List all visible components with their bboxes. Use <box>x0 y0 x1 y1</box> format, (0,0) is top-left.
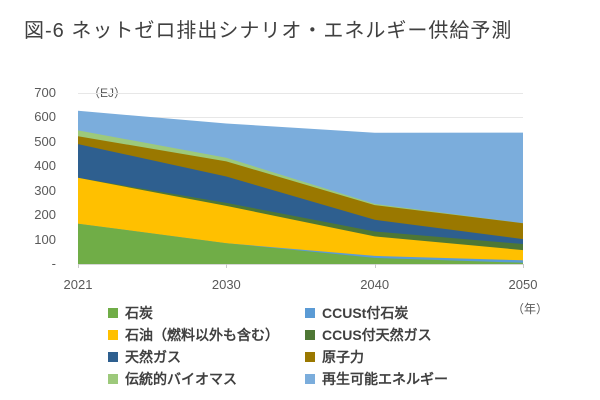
x-axis-tick-label: 2040 <box>360 277 390 292</box>
y-axis-tick-label: 600 <box>34 109 56 125</box>
legend-label: 天然ガス <box>125 349 181 365</box>
y-axis-tick-label: 300 <box>34 182 56 198</box>
x-axis-tick <box>374 264 376 268</box>
legend-swatch-icon <box>305 374 315 384</box>
legend-item-natural-gas: 天然ガス <box>108 349 305 365</box>
x-axis-tick-label: 2050 <box>508 277 538 292</box>
legend-swatch-icon <box>305 308 315 318</box>
legend-label: CCUS付天然ガス <box>322 327 432 343</box>
chart-title: 図-6 ネットゼロ排出シナリオ・エネルギー供給予測 <box>24 20 513 42</box>
legend-item-ccus-coal: CCUSt付石炭 <box>305 305 448 321</box>
legend-label: 伝統的バイオマス <box>125 371 237 387</box>
legend-label: 再生可能エネルギー <box>322 371 448 387</box>
legend-swatch-icon <box>108 308 118 318</box>
y-axis-tick-label: - <box>51 256 56 271</box>
legend-label: 石油（燃料以外も含む） <box>125 327 279 343</box>
area-series-coal <box>78 223 523 264</box>
legend-swatch-icon <box>305 352 315 362</box>
x-axis-tick-label: 2021 <box>63 277 93 292</box>
legend-item-renewables: 再生可能エネルギー <box>305 371 448 387</box>
y-axis-tick-label: 400 <box>34 158 56 174</box>
chart-legend: 石炭 CCUSt付石炭石油（燃料以外も含む） CCUS付天然ガス天然ガス 原子力伝統的… <box>108 305 448 387</box>
legend-item-ccus-natural-gas: CCUS付天然ガス <box>305 327 448 343</box>
stacked-area-chart <box>78 110 523 264</box>
legend-label: 原子力 <box>322 349 364 365</box>
legend-swatch-icon <box>305 330 315 340</box>
x-axis-tick <box>78 264 79 268</box>
x-axis-tick-label: 2030 <box>211 277 241 292</box>
legend-swatch-icon <box>108 374 118 384</box>
x-axis-tick <box>226 264 228 268</box>
gridline <box>78 117 523 119</box>
x-axis-unit-label: （年） <box>512 302 549 316</box>
gridline <box>78 93 523 94</box>
y-axis-tick-label: 700 <box>34 85 56 100</box>
legend-item-coal: 石炭 <box>108 305 305 321</box>
legend-item-nuclear: 原子力 <box>305 349 448 365</box>
legend-item-traditional-biomass: 伝統的バイオマス <box>108 371 305 387</box>
legend-swatch-icon <box>108 330 118 340</box>
x-axis-line <box>78 264 524 265</box>
legend-label: 石炭 <box>125 305 153 321</box>
y-axis-tick-label: 500 <box>34 133 56 149</box>
legend-label: CCUSt付石炭 <box>322 305 409 321</box>
legend-swatch-icon <box>108 352 118 362</box>
x-axis-tick <box>523 264 524 268</box>
y-axis-tick-label: 200 <box>34 207 56 223</box>
y-axis-tick-label: 100 <box>34 231 56 247</box>
plot-area <box>78 93 523 264</box>
legend-item-oil: 石油（燃料以外も含む） <box>108 327 305 343</box>
